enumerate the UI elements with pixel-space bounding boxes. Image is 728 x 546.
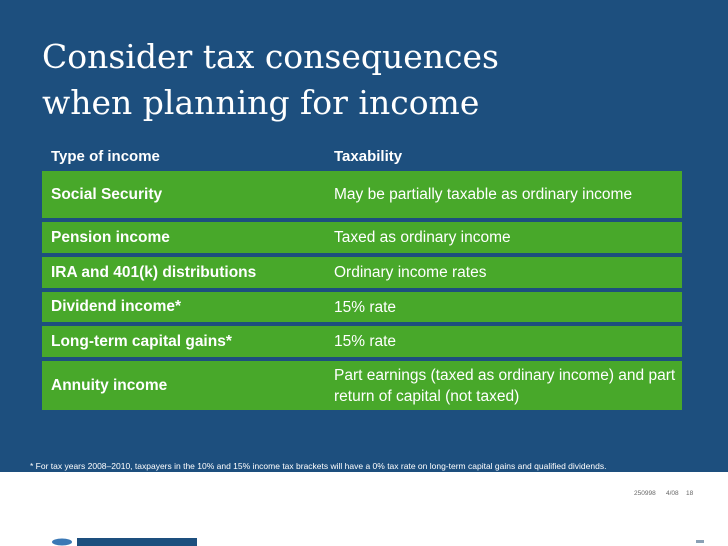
table-row: IRA and 401(k) distributions Ordinary in…: [42, 257, 682, 288]
taxability: May be partially taxable as ordinary inc…: [334, 186, 633, 203]
taxability: 15% rate: [334, 298, 397, 316]
corner-mark-icon: [696, 540, 704, 543]
income-type: Social Security: [51, 185, 163, 203]
page-number: 18: [686, 490, 694, 497]
income-type: IRA and 401(k) distributions: [51, 263, 257, 281]
income-type: Annuity income: [51, 376, 168, 394]
slide-title: Consider tax consequences when planning …: [42, 34, 662, 126]
document-date: 4/08: [666, 490, 679, 497]
table-row: Pension income Taxed as ordinary income: [42, 222, 682, 253]
taxability: Taxed as ordinary income: [334, 229, 511, 246]
taxability: Part earnings (taxed as ordinary income)…: [334, 366, 676, 405]
table-header: Type of income Taxability: [42, 146, 682, 168]
income-type: Dividend income*: [51, 298, 182, 315]
income-type: Long-term capital gains*: [51, 332, 232, 350]
header-type-of-income: Type of income: [51, 148, 160, 165]
document-code: 250998: [634, 490, 656, 497]
title-line-2: when planning for income: [42, 83, 480, 122]
taxability: Ordinary income rates: [334, 264, 487, 281]
title-line-1: Consider tax consequences: [42, 37, 499, 76]
table-row: Annuity income Part earnings (taxed as o…: [42, 361, 682, 410]
header-taxability: Taxability: [334, 148, 403, 165]
company-logo: [52, 538, 197, 546]
table-row: Social Security May be partially taxable…: [42, 171, 682, 218]
table-row: Dividend income* 15% rate: [42, 292, 682, 322]
table-row: Long-term capital gains* 15% rate: [42, 326, 682, 357]
footnote: * For tax years 2008–2010, taxpayers in …: [30, 461, 607, 471]
taxability: 15% rate: [334, 333, 397, 350]
income-type: Pension income: [51, 228, 170, 246]
